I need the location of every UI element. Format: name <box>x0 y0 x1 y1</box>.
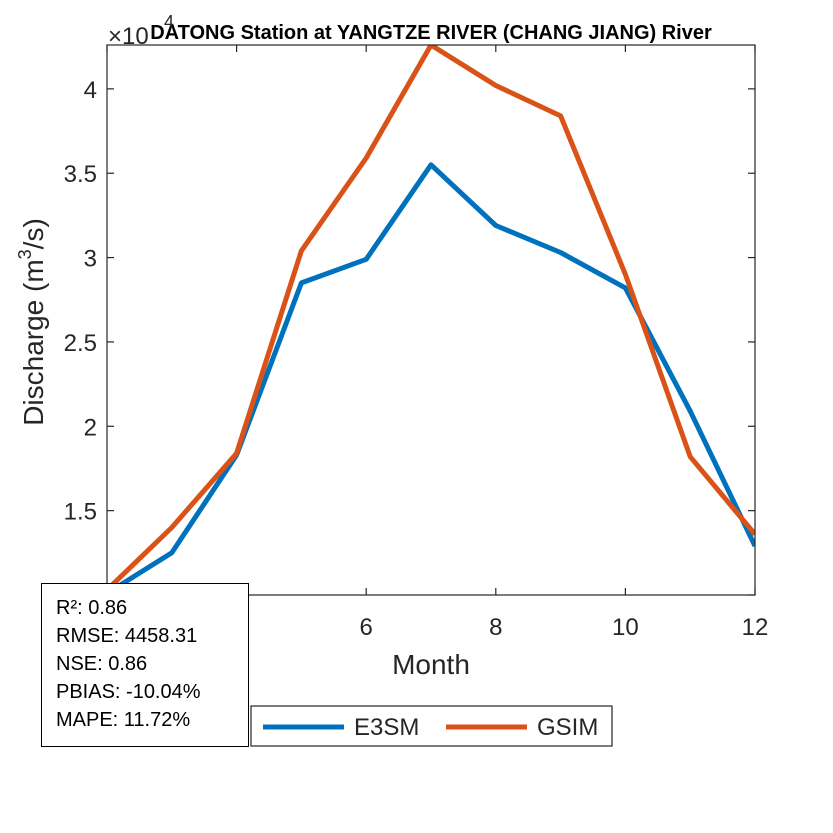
stat-r2: R²: 0.86 <box>56 597 128 619</box>
y-tick-label: 2 <box>84 414 97 441</box>
stat-rmse: RMSE: 4458.31 <box>56 625 198 647</box>
plot-area <box>107 45 755 595</box>
x-tick-label: 6 <box>360 614 373 641</box>
legend-label-gsim: GSIM <box>537 714 598 741</box>
stat-pbias: PBIAS: -10.04% <box>56 681 201 703</box>
x-tick-label: 12 <box>742 614 769 641</box>
y-tick-label: 1.5 <box>64 499 97 526</box>
y-tick-label: 3.5 <box>64 161 97 188</box>
x-axis-label: Month <box>392 649 470 680</box>
legend: E3SM GSIM <box>250 705 613 747</box>
y-exponent-power: 4 <box>164 12 174 32</box>
y-tick-label: 2.5 <box>64 330 97 357</box>
stat-nse: NSE: 0.86 <box>56 653 148 675</box>
series-line-gsim <box>107 45 755 593</box>
stat-mape: MAPE: 11.72% <box>56 709 191 731</box>
x-tick-label: 8 <box>489 614 502 641</box>
y-tick-label: 4 <box>84 77 97 104</box>
y-exponent-base: ×10 <box>108 23 149 50</box>
x-tick-label: 10 <box>612 614 639 641</box>
y-axis-label: Discharge (m3/s) <box>15 218 49 426</box>
y-tick-label: 3 <box>84 246 97 273</box>
stats-box: R²: 0.86 RMSE: 4458.31 NSE: 0.86 PBIAS: … <box>41 583 249 747</box>
legend-label-e3sm: E3SM <box>354 714 419 741</box>
chart-title: DATONG Station at YANGTZE RIVER (CHANG J… <box>150 22 712 44</box>
plot-frame <box>106 44 756 596</box>
